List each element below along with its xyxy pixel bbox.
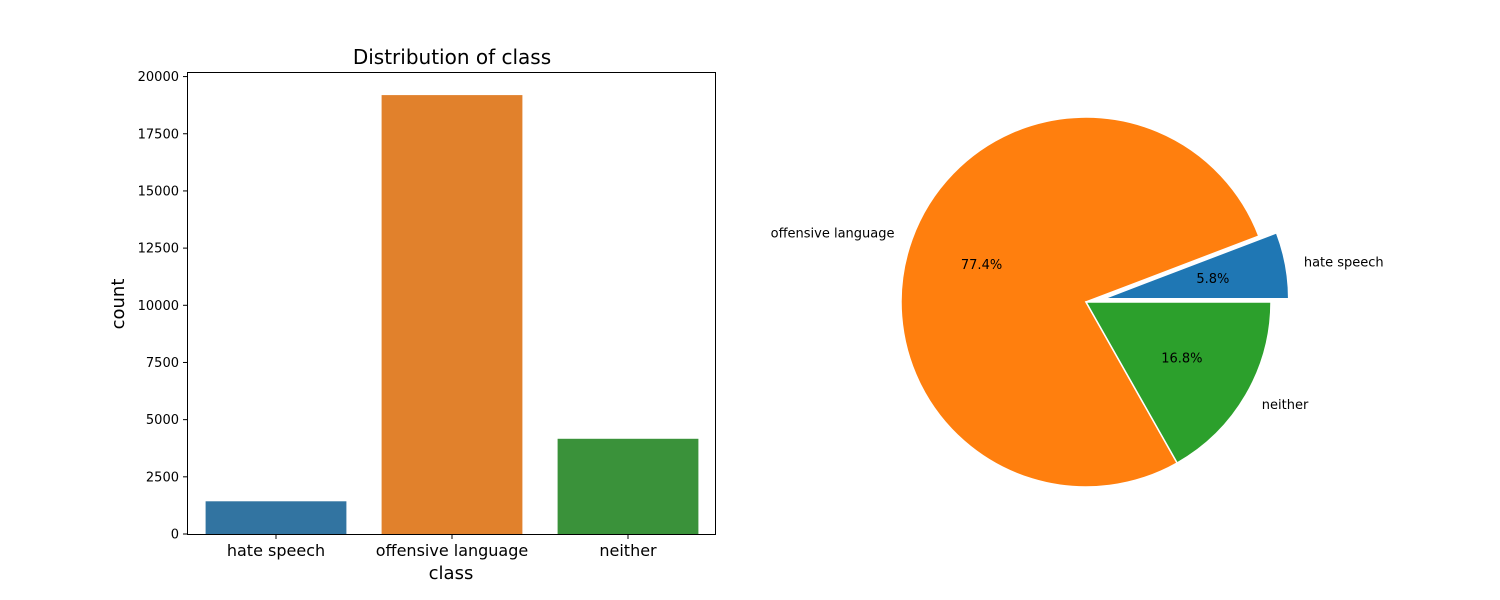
y-axis-label: count xyxy=(108,279,129,330)
bar-marks xyxy=(205,95,699,534)
pie-label: neither xyxy=(1262,398,1309,413)
pie-percent-label: 77.4% xyxy=(961,258,1002,273)
y-tick-label: 12500 xyxy=(138,242,179,257)
pie-percent-label: 5.8% xyxy=(1196,272,1229,287)
x-tick-label: offensive language xyxy=(376,541,528,560)
y-tick-label: 20000 xyxy=(138,70,179,85)
pie-slice-offensive-language xyxy=(900,116,1260,488)
y-tick-label: 5000 xyxy=(146,413,179,428)
bar-chart: Distribution of class 0 2500 5000 7500 10000… xyxy=(108,45,716,584)
x-tick-label: hate speech xyxy=(227,541,325,560)
bar-hate-speech xyxy=(205,501,347,534)
pie-slice-hate-speech xyxy=(1103,231,1290,300)
y-tick-label: 7500 xyxy=(146,356,179,371)
pie-label: hate speech xyxy=(1304,255,1384,270)
pie-chart: hate speech 5.8% offensive language 77.4% ne… xyxy=(771,116,1384,488)
x-axis-ticks: hate speech offensive language neither xyxy=(227,534,657,560)
y-tick-label: 10000 xyxy=(138,299,179,314)
bar-neither xyxy=(557,438,699,534)
bar-chart-title: Distribution of class xyxy=(353,45,551,69)
pie-label: offensive language xyxy=(771,227,895,242)
pie-percent-label: 16.8% xyxy=(1161,351,1202,366)
y-tick-label: 15000 xyxy=(138,184,179,199)
y-axis-ticks: 0 2500 5000 7500 10000 12500 15000 17500 20000 xyxy=(138,70,188,543)
x-axis-label: class xyxy=(429,563,474,584)
bar-offensive-language xyxy=(381,95,523,534)
y-tick-label: 17500 xyxy=(138,127,179,142)
x-tick-label: neither xyxy=(599,541,657,560)
y-tick-label: 0 xyxy=(171,528,179,543)
pie-slice-neither xyxy=(1084,301,1272,465)
y-tick-label: 2500 xyxy=(146,470,179,485)
